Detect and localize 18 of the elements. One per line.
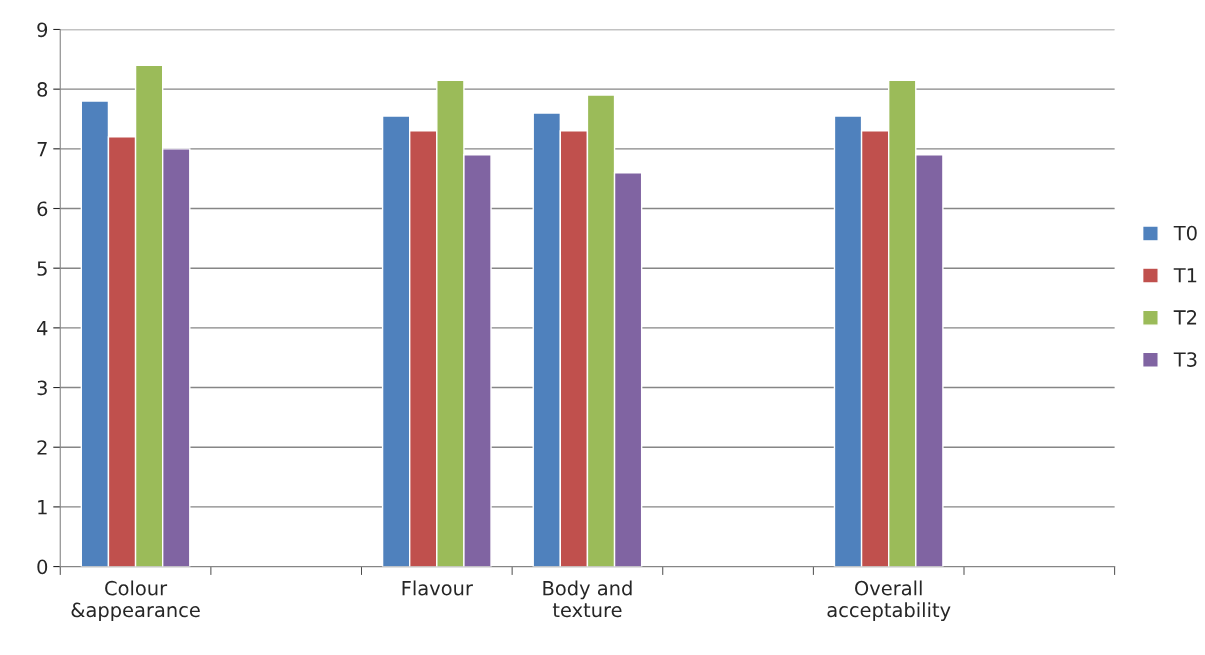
y-tick-label: 5: [37, 261, 47, 276]
x-tick-label: Body and texture: [543, 580, 632, 618]
y-tick-label: 6: [37, 201, 48, 217]
y-tick-label: 0: [37, 559, 48, 575]
y-tick-label: 9: [37, 22, 48, 38]
y-tick-label: 8: [37, 82, 48, 97]
legend-label: T1: [1173, 268, 1197, 283]
y-tick-label: 7: [37, 142, 47, 157]
legend-label: T3: [1173, 352, 1197, 367]
legend-label: T2: [1173, 310, 1197, 325]
y-tick-label: 4: [37, 321, 48, 336]
y-tick-label: 2: [37, 440, 47, 455]
x-tick-label: Flavour: [402, 580, 473, 596]
y-tick-label: 1: [38, 500, 47, 515]
y-tick-label: 3: [37, 380, 47, 396]
x-tick-label: Overall acceptability: [827, 580, 951, 622]
x-tick-label: Colour &appearance: [71, 580, 200, 622]
legend-label: T0: [1173, 225, 1197, 241]
